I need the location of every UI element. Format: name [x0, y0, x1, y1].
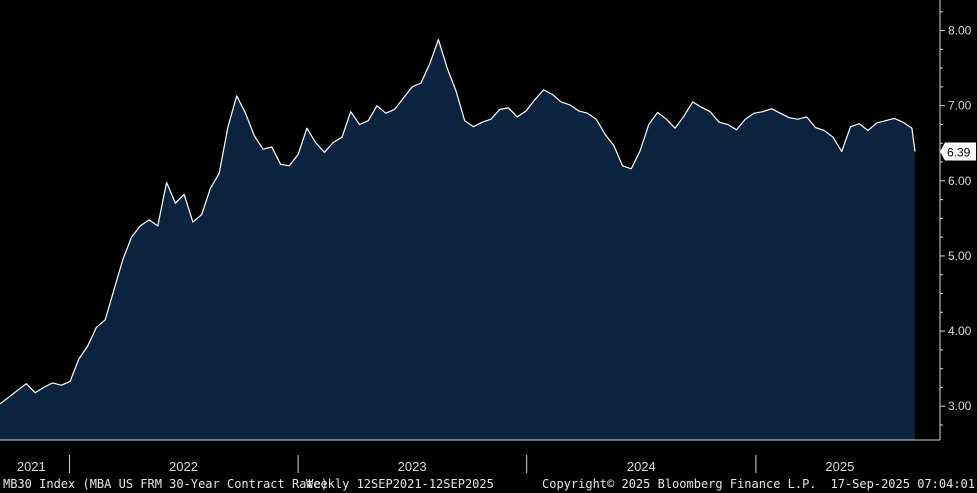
y-tick-label: 6.00 — [948, 174, 972, 188]
y-tick-label: 5.00 — [948, 249, 972, 263]
copyright-text: Copyright© 2025 Bloomberg Finance L.P. — [542, 477, 817, 491]
chart-canvas: 3.004.005.006.007.008.00 2021 2022 2023 202… — [0, 0, 977, 475]
chart-footer: MB30 Index (MBA US FRM 30-Year Contract … — [0, 475, 977, 493]
plot-area — [0, 39, 916, 440]
y-tick-label: 7.00 — [948, 99, 972, 113]
y-tick-label: 3.00 — [948, 399, 972, 413]
frequency-range: Weekly 12SEP2021-12SEP2025 — [306, 477, 494, 491]
x-year-label: 2024 — [627, 459, 656, 474]
last-value-marker: 6.39 — [940, 142, 976, 161]
timestamp: 17-Sep-2025 07:04:01 — [830, 477, 976, 491]
y-axis: 3.00 4.00 5.00 6.00 7.00 8.00 — [939, 0, 972, 440]
last-value-box — [940, 142, 976, 161]
x-year-label: 2023 — [398, 459, 427, 474]
x-axis: 2021 2022 2023 2024 2025 — [0, 439, 940, 474]
x-year-label: 2025 — [825, 459, 854, 474]
y-tick-label: 4.00 — [948, 324, 972, 338]
series-area — [0, 39, 915, 440]
x-year-label: 2021 — [17, 459, 46, 474]
ticker-description: MB30 Index (MBA US FRM 30-Year Contract … — [3, 477, 329, 491]
x-year-label: 2022 — [169, 459, 198, 474]
series-line — [0, 39, 916, 405]
y-tick-label: 8.00 — [948, 24, 972, 38]
last-value-label: 6.39 — [947, 145, 971, 159]
